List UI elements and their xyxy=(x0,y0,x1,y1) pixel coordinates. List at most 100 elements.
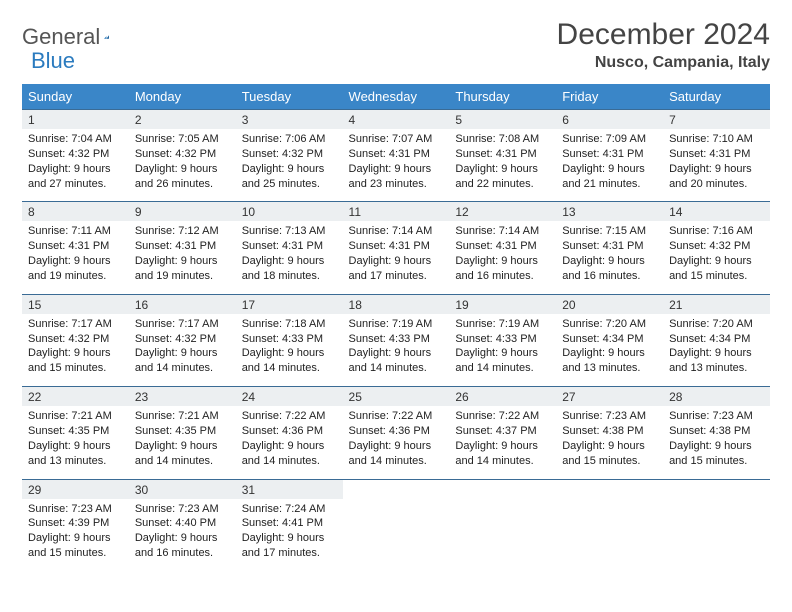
day-detail-cell: Sunrise: 7:04 AMSunset: 4:32 PMDaylight:… xyxy=(22,129,129,202)
day-detail-row: Sunrise: 7:23 AMSunset: 4:39 PMDaylight:… xyxy=(22,499,770,571)
daylight-line: Daylight: 9 hours and 16 minutes. xyxy=(455,254,550,284)
sunrise-line: Sunrise: 7:18 AM xyxy=(242,317,337,332)
sunset-line: Sunset: 4:34 PM xyxy=(669,332,764,347)
sunrise-line: Sunrise: 7:08 AM xyxy=(455,132,550,147)
weekday-header-row: SundayMondayTuesdayWednesdayThursdayFrid… xyxy=(22,84,770,110)
day-number-cell: 22 xyxy=(22,387,129,407)
sunset-line: Sunset: 4:33 PM xyxy=(349,332,444,347)
day-detail-cell: Sunrise: 7:10 AMSunset: 4:31 PMDaylight:… xyxy=(663,129,770,202)
month-title: December 2024 xyxy=(557,18,770,52)
sunrise-line: Sunrise: 7:17 AM xyxy=(28,317,123,332)
day-detail-cell: Sunrise: 7:21 AMSunset: 4:35 PMDaylight:… xyxy=(22,406,129,479)
sunset-line: Sunset: 4:32 PM xyxy=(28,332,123,347)
day-number-row: 22232425262728 xyxy=(22,387,770,407)
daylight-line: Daylight: 9 hours and 14 minutes. xyxy=(135,439,230,469)
day-detail-cell: Sunrise: 7:18 AMSunset: 4:33 PMDaylight:… xyxy=(236,314,343,387)
calendar-page: General December 2024 Nusco, Campania, I… xyxy=(0,0,792,589)
sunset-line: Sunset: 4:31 PM xyxy=(349,239,444,254)
sunrise-line: Sunrise: 7:11 AM xyxy=(28,224,123,239)
day-detail-cell: Sunrise: 7:17 AMSunset: 4:32 PMDaylight:… xyxy=(129,314,236,387)
sunset-line: Sunset: 4:31 PM xyxy=(669,147,764,162)
daylight-line: Daylight: 9 hours and 13 minutes. xyxy=(562,346,657,376)
sunset-line: Sunset: 4:31 PM xyxy=(28,239,123,254)
sunrise-line: Sunrise: 7:16 AM xyxy=(669,224,764,239)
day-number-cell: 28 xyxy=(663,387,770,407)
daylight-line: Daylight: 9 hours and 14 minutes. xyxy=(455,439,550,469)
sunrise-line: Sunrise: 7:20 AM xyxy=(562,317,657,332)
weekday-header: Monday xyxy=(129,84,236,110)
day-detail-cell: Sunrise: 7:05 AMSunset: 4:32 PMDaylight:… xyxy=(129,129,236,202)
daylight-line: Daylight: 9 hours and 16 minutes. xyxy=(135,531,230,561)
daylight-line: Daylight: 9 hours and 14 minutes. xyxy=(242,439,337,469)
day-number-cell: 18 xyxy=(343,294,450,314)
day-detail-cell: Sunrise: 7:21 AMSunset: 4:35 PMDaylight:… xyxy=(129,406,236,479)
day-number-cell: 4 xyxy=(343,110,450,130)
day-number-cell: 25 xyxy=(343,387,450,407)
day-detail-cell: Sunrise: 7:19 AMSunset: 4:33 PMDaylight:… xyxy=(343,314,450,387)
sunrise-line: Sunrise: 7:17 AM xyxy=(135,317,230,332)
sunset-line: Sunset: 4:36 PM xyxy=(349,424,444,439)
sunrise-line: Sunrise: 7:14 AM xyxy=(455,224,550,239)
daylight-line: Daylight: 9 hours and 19 minutes. xyxy=(135,254,230,284)
day-number-cell: 6 xyxy=(556,110,663,130)
day-detail-cell: Sunrise: 7:19 AMSunset: 4:33 PMDaylight:… xyxy=(449,314,556,387)
day-number-row: 891011121314 xyxy=(22,202,770,222)
day-detail-cell: Sunrise: 7:23 AMSunset: 4:38 PMDaylight:… xyxy=(663,406,770,479)
daylight-line: Daylight: 9 hours and 15 minutes. xyxy=(562,439,657,469)
sunset-line: Sunset: 4:40 PM xyxy=(135,516,230,531)
day-number-cell: 20 xyxy=(556,294,663,314)
daylight-line: Daylight: 9 hours and 19 minutes. xyxy=(28,254,123,284)
brand-logo: General xyxy=(22,18,132,50)
day-number-cell: 19 xyxy=(449,294,556,314)
day-detail-cell: Sunrise: 7:14 AMSunset: 4:31 PMDaylight:… xyxy=(343,221,450,294)
day-number-row: 293031 xyxy=(22,479,770,499)
sunset-line: Sunset: 4:41 PM xyxy=(242,516,337,531)
sunset-line: Sunset: 4:31 PM xyxy=(455,147,550,162)
daylight-line: Daylight: 9 hours and 15 minutes. xyxy=(669,254,764,284)
day-detail-row: Sunrise: 7:21 AM Sunset: 4:35 PM Daylight:… xyxy=(22,406,770,479)
day-detail-cell: Sunrise: 7:23 AMSunset: 4:39 PMDaylight:… xyxy=(22,499,129,571)
sunset-line: Sunset: 4:36 PM xyxy=(242,424,337,439)
day-number-cell xyxy=(343,479,450,499)
weekday-header: Saturday xyxy=(663,84,770,110)
day-number-cell: 13 xyxy=(556,202,663,222)
sunset-line: Sunset: 4:31 PM xyxy=(455,239,550,254)
sunrise-line: Sunrise: 7:14 AM xyxy=(349,224,444,239)
day-number-cell: 9 xyxy=(129,202,236,222)
day-detail-cell: Sunrise: 7:12 AMSunset: 4:31 PMDaylight:… xyxy=(129,221,236,294)
sunset-line: Sunset: 4:31 PM xyxy=(562,147,657,162)
day-number-cell: 1 xyxy=(22,110,129,130)
daylight-line: Daylight: 9 hours and 15 minutes. xyxy=(669,439,764,469)
sunset-line: Sunset: 4:32 PM xyxy=(28,147,123,162)
day-number-cell: 21 xyxy=(663,294,770,314)
day-detail-row: Sunrise: 7:11 AMSunset: 4:31 PMDaylight:… xyxy=(22,221,770,294)
day-detail-cell: Sunrise: 7:17 AMSunset: 4:32 PMDaylight:… xyxy=(22,314,129,387)
day-number-cell: 7 xyxy=(663,110,770,130)
daylight-line: Daylight: 9 hours and 14 minutes. xyxy=(242,346,337,376)
day-detail-cell: Sunrise: 7:23 AMSunset: 4:40 PMDaylight:… xyxy=(129,499,236,571)
daylight-line: Daylight: 9 hours and 14 minutes. xyxy=(455,346,550,376)
sunset-line: Sunset: 4:33 PM xyxy=(242,332,337,347)
sunrise-line: Sunrise: 7:04 AM xyxy=(28,132,123,147)
sunrise-line: Sunrise: 7:22 AM xyxy=(349,409,444,424)
day-number-cell: 14 xyxy=(663,202,770,222)
sunrise-line: Sunrise: 7:07 AM xyxy=(349,132,444,147)
daylight-line: Daylight: 9 hours and 13 minutes. xyxy=(669,346,764,376)
sunset-line: Sunset: 4:31 PM xyxy=(242,239,337,254)
day-detail-row: Sunrise: 7:04 AMSunset: 4:32 PMDaylight:… xyxy=(22,129,770,202)
location: Nusco, Campania, Italy xyxy=(557,54,770,72)
sunrise-line: Sunrise: 7:13 AM xyxy=(242,224,337,239)
day-number-row: 1234567 xyxy=(22,110,770,130)
sunset-line: Sunset: 4:34 PM xyxy=(562,332,657,347)
calendar-table: SundayMondayTuesdayWednesdayThursdayFrid… xyxy=(22,84,770,571)
sunset-line: Sunset: 4:38 PM xyxy=(669,424,764,439)
day-detail-cell: Sunrise: 7:11 AMSunset: 4:31 PMDaylight:… xyxy=(22,221,129,294)
day-detail-cell: Sunrise: 7:20 AMSunset: 4:34 PMDaylight:… xyxy=(663,314,770,387)
sunrise-line: Sunrise: 7:09 AM xyxy=(562,132,657,147)
weekday-header: Tuesday xyxy=(236,84,343,110)
day-detail-cell: Sunrise: 7:09 AMSunset: 4:31 PMDaylight:… xyxy=(556,129,663,202)
sunrise-line: Sunrise: 7:23 AM xyxy=(669,409,764,424)
day-number-cell: 17 xyxy=(236,294,343,314)
sunset-line: Sunset: 4:35 PM xyxy=(28,424,123,439)
sunrise-line: Sunrise: 7:21 AM xyxy=(135,409,230,424)
